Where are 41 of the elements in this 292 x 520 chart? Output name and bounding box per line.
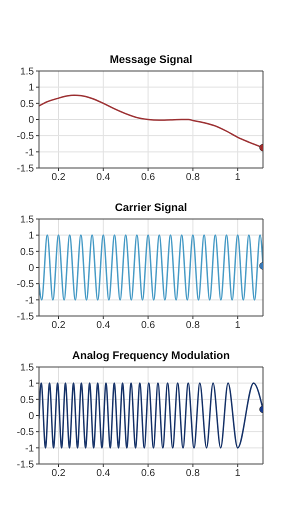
y-tick-label: -0.5: [16, 279, 34, 290]
y-tick-label: 1: [28, 378, 34, 390]
x-tick-label: 0.8: [186, 468, 200, 480]
x-tick-label: 0.6: [141, 468, 156, 480]
y-tick-label: 1.5: [20, 66, 34, 78]
chart-title: Analog Frequency Modulation: [71, 350, 231, 362]
y-tick-label: 0.5: [20, 394, 34, 406]
x-tick-label: 1: [234, 172, 241, 184]
y-tick-label: 0: [28, 263, 34, 274]
y-tick-label: -0.5: [16, 427, 34, 438]
chart-title: Carrier Signal: [114, 202, 188, 214]
x-tick-label: 0.2: [52, 172, 66, 184]
x-tick-label: 0.4: [96, 172, 111, 184]
y-tick-label: -1: [25, 295, 34, 306]
y-tick-label: 0: [28, 115, 34, 126]
y-tick-label: -0.5: [16, 131, 34, 142]
x-tick-label: 0.6: [141, 172, 156, 184]
y-tick-label: 1.5: [20, 214, 34, 226]
y-tick-label: 0.5: [20, 246, 34, 258]
y-tick-label: -1.5: [16, 312, 34, 323]
x-tick-label: 1: [234, 320, 241, 332]
x-tick-label: 1: [234, 468, 241, 480]
y-tick-label: -1: [25, 443, 34, 454]
x-tick-label: 0.4: [96, 468, 111, 480]
line-series: [39, 382, 263, 449]
y-tick-label: 0.5: [20, 98, 34, 110]
chart-title: Message Signal: [108, 54, 194, 66]
y-tick-label: -1: [25, 147, 34, 158]
x-tick-label: 0.8: [186, 172, 200, 184]
y-tick-label: 0: [28, 411, 34, 422]
x-tick-label: 0.4: [96, 320, 111, 332]
x-tick-label: 0.6: [141, 320, 156, 332]
line-series: [39, 234, 263, 301]
x-tick-label: 0.2: [52, 468, 66, 480]
y-tick-label: -1.5: [16, 460, 34, 471]
y-tick-label: -1.5: [16, 164, 34, 175]
y-tick-label: 1: [28, 230, 34, 242]
y-tick-label: 1.5: [20, 362, 34, 374]
x-tick-label: 0.2: [52, 320, 66, 332]
y-tick-label: 1: [28, 82, 34, 94]
x-tick-label: 0.8: [186, 320, 200, 332]
